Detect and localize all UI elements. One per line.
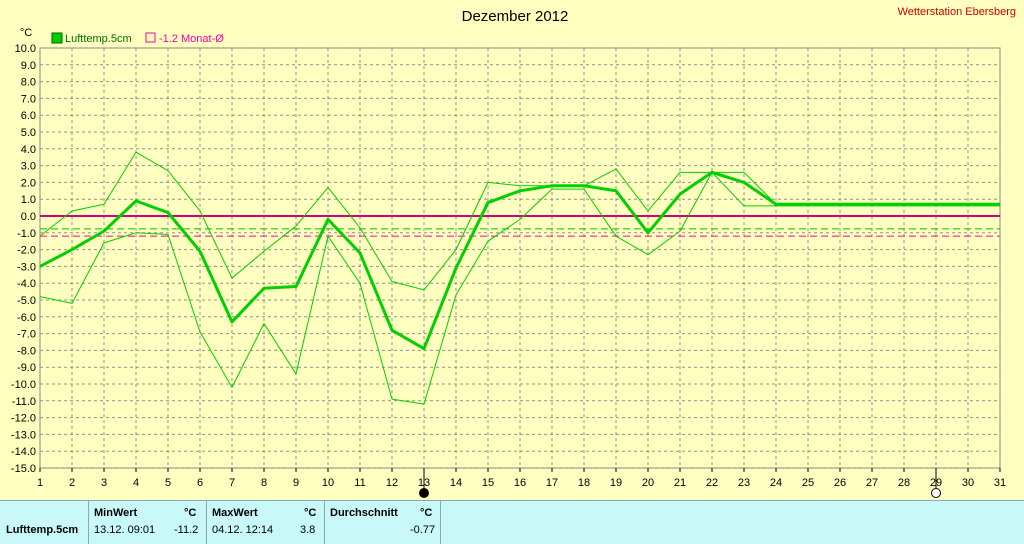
y-tick-label: -2.0 <box>17 245 36 257</box>
stats-row-label: Lufttemp.5cm <box>6 524 79 536</box>
stats-panel: Lufttemp.5cm MinWert °C 13.12. 09:01 -11… <box>0 500 1024 544</box>
x-tick-label: 28 <box>898 477 910 489</box>
y-tick-label: 3.0 <box>21 161 36 173</box>
x-tick-label: 30 <box>962 477 974 489</box>
x-tick-label: 24 <box>770 477 782 489</box>
chart: 10.0 9.0 8.0 7.0 6.0 5.0 4.0 3.0 2.0 1.0 0.0 -1.0 -2… <box>11 8 1006 498</box>
y-tick-label: -13.0 <box>11 429 36 441</box>
station-label: Wetterstation Ebersberg <box>897 6 1016 18</box>
y-axis-unit: °C <box>20 27 32 39</box>
chart-title: Dezember 2012 <box>462 8 569 25</box>
x-tick-label: 12 <box>386 477 398 489</box>
y-tick-label: 5.0 <box>21 127 36 139</box>
min-value: -11.2 <box>174 524 199 536</box>
min-header: MinWert <box>94 507 138 519</box>
max-marker <box>931 488 941 498</box>
y-tick-label: -8.0 <box>17 345 36 357</box>
x-tick-label: 6 <box>197 477 203 489</box>
x-tick-label: 17 <box>546 477 558 489</box>
legend-label-monat: -1.2 Monat-Ø <box>159 33 224 45</box>
legend-swatch-monat <box>145 32 156 43</box>
y-tick-label: 4.0 <box>21 144 36 156</box>
y-tick-label: -7.0 <box>17 329 36 341</box>
x-tick-label: 27 <box>866 477 878 489</box>
x-tick-label: 18 <box>578 477 590 489</box>
chart-svg: 10.0 9.0 8.0 7.0 6.0 5.0 4.0 3.0 2.0 1.0 0.0 -1.0 -2… <box>11 8 1006 498</box>
x-tick-label: 22 <box>706 477 718 489</box>
series-min-line <box>39 171 1000 405</box>
x-tick-label: 5 <box>165 477 171 489</box>
avg-cell: Durchschnitt °C -0.77 <box>330 501 440 544</box>
x-tick-label: 20 <box>642 477 654 489</box>
y-tick-label: -11.0 <box>12 396 36 408</box>
y-tick-label: -6.0 <box>17 312 36 324</box>
x-tick-label: 2 <box>69 477 75 489</box>
x-tick-label: 4 <box>133 477 139 489</box>
avg-header: Durchschnitt <box>330 507 398 519</box>
y-tick-label: -5.0 <box>17 295 36 307</box>
x-tick-label: 16 <box>514 477 526 489</box>
x-tick-label: 19 <box>610 477 622 489</box>
avg-unit: °C <box>420 507 433 519</box>
x-tick-label: 11 <box>354 477 365 489</box>
x-tick-label: 25 <box>802 477 814 489</box>
max-unit: °C <box>304 507 317 519</box>
divider <box>440 501 441 544</box>
series-main-line <box>39 170 1000 351</box>
y-tick-label: -3.0 <box>17 261 36 273</box>
y-tick-label: 10.0 <box>15 43 36 55</box>
x-tick-label: 23 <box>738 477 750 489</box>
divider <box>88 501 89 544</box>
max-value: 3.8 <box>300 524 316 536</box>
y-tick-label: 8.0 <box>21 77 36 89</box>
stats-row-label-cell: Lufttemp.5cm <box>6 501 90 544</box>
y-tick-label: -1.0 <box>17 228 36 240</box>
legend-label-lufttemp: Lufttemp.5cm <box>65 33 132 45</box>
x-tick-label: 21 <box>674 477 686 489</box>
x-tick-label: 8 <box>261 477 267 489</box>
y-tick-label: -14.0 <box>11 446 36 458</box>
max-time: 04.12. 12:14 <box>212 524 274 536</box>
avg-value: -0.77 <box>410 524 436 536</box>
y-tick-label: -10.0 <box>11 379 36 391</box>
min-time: 13.12. 09:01 <box>94 524 156 536</box>
y-tick-label: 6.0 <box>21 110 36 122</box>
x-tick-label: 26 <box>834 477 846 489</box>
min-unit: °C <box>184 507 197 519</box>
y-tick-label: -15.0 <box>11 463 36 475</box>
x-tick-label: 31 <box>994 477 1006 489</box>
max-cell: MaxWert °C 04.12. 12:14 3.8 <box>212 501 322 544</box>
divider <box>206 501 207 544</box>
x-tick-label: 15 <box>482 477 494 489</box>
y-tick-label: -9.0 <box>17 362 36 374</box>
min-marker <box>419 488 429 498</box>
divider <box>324 501 325 544</box>
y-tick-label: 1.0 <box>21 194 36 206</box>
x-tick-label: 1 <box>37 477 43 489</box>
x-tick-label: 3 <box>101 477 107 489</box>
legend-swatch-lufttemp <box>51 32 63 44</box>
y-tick-label: 7.0 <box>21 93 36 105</box>
max-header: MaxWert <box>212 507 258 519</box>
x-tick-label: 14 <box>450 477 462 489</box>
y-tick-label: 0.0 <box>21 211 36 223</box>
y-tick-label: 2.0 <box>21 177 36 189</box>
x-tick-label: 9 <box>293 477 299 489</box>
min-cell: MinWert °C 13.12. 09:01 -11.2 <box>94 501 204 544</box>
y-tick-label: -12.0 <box>11 413 36 425</box>
x-tick-label: 7 <box>229 477 235 489</box>
y-tick-label: 9.0 <box>21 60 36 72</box>
x-tick-label: 10 <box>322 477 334 489</box>
y-tick-label: -4.0 <box>17 278 36 290</box>
